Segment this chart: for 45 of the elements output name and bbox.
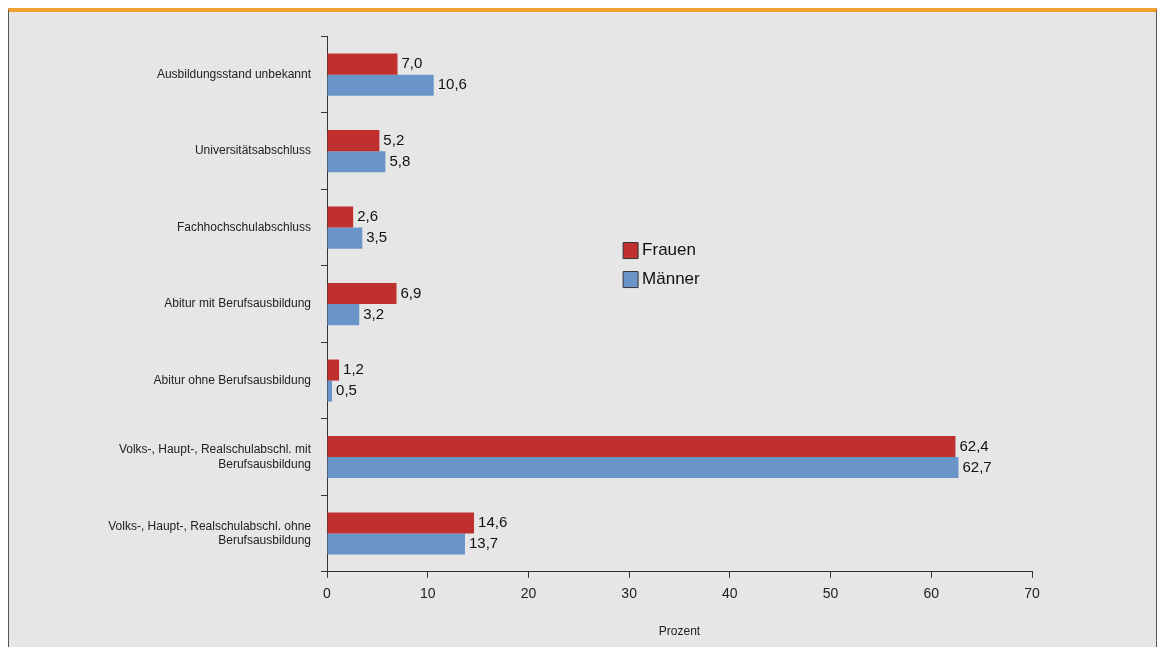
bar [327,74,434,96]
y-tick-label: Fachhochschulabschluss [176,219,311,234]
data-label: 62,7 [962,457,992,475]
y-tick-label: Abitur ohne Berufsausbildung [153,372,311,387]
data-label: 0,5 [336,381,357,399]
data-label: 7,0 [401,54,423,72]
bar [327,227,363,249]
bar [327,206,354,228]
x-tick-label: 0 [323,585,332,602]
x-tick-label: 50 [822,585,839,602]
x-tick-label: 60 [923,585,940,602]
data-label: 1,2 [343,360,364,378]
data-label: 5,2 [383,130,405,148]
data-label: 3,5 [366,228,388,246]
bar [327,130,380,152]
data-label: 14,6 [478,513,508,531]
bar [327,151,386,173]
y-tick-label: Volks-, Haupt-, Realschulabschl. mit Berufsausbildung [118,442,312,471]
bar [327,53,398,75]
data-label: 6,9 [400,283,422,301]
y-tick-label: Volks-, Haupt-, Realschulabschl. ohne Berufsausbildung [108,518,312,548]
x-tick-label: 20 [520,585,537,602]
y-tick-label: Ausbildungsstand unbekannt [156,66,312,81]
x-tick-label: 40 [722,585,738,602]
y-tick-label: Universitätsabschluss [194,143,311,158]
bar [327,304,360,326]
data-label: 62,4 [959,436,989,454]
data-label: 10,6 [437,75,467,93]
x-axis-title: Prozent [658,624,701,639]
data-label: 3,2 [363,304,385,322]
data-label: 13,7 [468,534,499,552]
data-label: 5,8 [389,151,411,169]
legend-label: Männer [642,269,701,289]
x-tick-label: 10 [419,585,436,602]
bar [327,533,465,555]
bar [327,359,340,381]
bar [327,283,397,305]
legend-label: Frauen [642,240,696,260]
y-tick-label: Abitur mit Berufsausbildung [164,296,311,311]
bar [327,512,475,534]
x-tick-label: 70 [1024,585,1040,602]
bar [327,457,959,479]
bar [327,436,956,458]
data-label: 2,6 [357,207,379,225]
x-tick-label: 30 [621,585,638,602]
